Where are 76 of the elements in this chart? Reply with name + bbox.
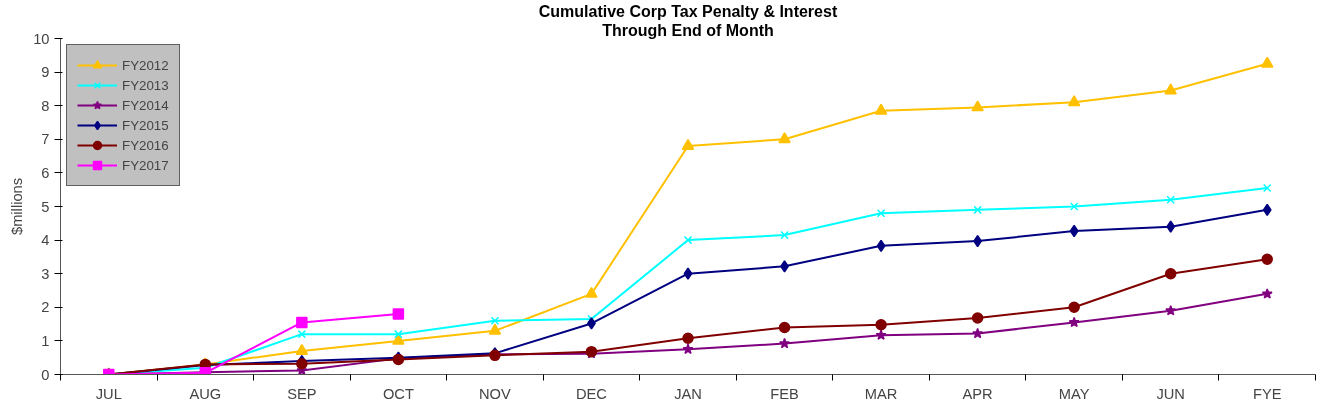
point [778, 321, 791, 334]
point [585, 286, 598, 298]
point [973, 234, 983, 248]
y-tick-label: 10 [33, 30, 50, 47]
y-tick-label: 2 [41, 299, 50, 316]
point [875, 319, 887, 331]
point [875, 329, 887, 340]
point [1164, 83, 1177, 95]
point [876, 239, 886, 253]
y-axis-title: $millions [9, 177, 26, 236]
x-tick-label: SEP [287, 385, 317, 402]
x-tick-label: FYE [1252, 385, 1282, 402]
point [392, 308, 405, 320]
legend-label: FY2017 [122, 157, 169, 173]
point [1069, 202, 1079, 211]
point [296, 358, 308, 370]
point [490, 316, 500, 326]
point [780, 230, 789, 240]
x-tick-label: AUG [189, 385, 222, 402]
point [1068, 316, 1080, 328]
point [1164, 267, 1177, 280]
point [971, 312, 984, 324]
point [683, 267, 693, 280]
point [683, 235, 693, 245]
point [1068, 301, 1080, 314]
y-tick-label: 5 [41, 198, 50, 215]
y-tick-label: 4 [41, 232, 50, 249]
point [1262, 203, 1272, 217]
legend-label: FY2016 [122, 137, 169, 153]
point [297, 329, 307, 339]
x-tick-label: APR [962, 385, 993, 402]
legend-label: FY2015 [122, 117, 169, 133]
point [296, 316, 308, 329]
point [682, 343, 694, 355]
legend-label: FY2013 [122, 77, 169, 93]
point [778, 132, 791, 144]
point [1261, 288, 1273, 299]
point [973, 205, 982, 215]
point [1261, 253, 1273, 265]
point [876, 208, 886, 218]
point [682, 332, 694, 344]
y-tick-label: 0 [41, 366, 50, 383]
point [488, 323, 502, 335]
x-tick-label: DEC [575, 385, 608, 402]
chart-subtitle: Through End of Month [602, 21, 774, 39]
y-tick-label: 3 [41, 265, 50, 282]
point [1262, 183, 1272, 193]
point [1067, 95, 1081, 107]
y-tick-label: 9 [41, 64, 50, 81]
point [1165, 304, 1177, 316]
y-tick-label: 6 [41, 164, 50, 181]
point [1166, 220, 1176, 233]
point [971, 100, 984, 112]
point [779, 337, 791, 349]
x-tick-label: JUL [95, 385, 122, 402]
y-tick-label: 1 [41, 332, 50, 349]
point [972, 327, 984, 339]
x-tick-label: MAR [864, 385, 898, 402]
x-tick-label: MAY [1058, 385, 1090, 402]
x-tick-label: FEB [770, 385, 799, 402]
x-tick-label: NOV [479, 385, 512, 402]
x-tick-label: OCT [382, 385, 414, 402]
point [874, 103, 888, 115]
point [1166, 195, 1175, 205]
legend-label: FY2012 [122, 57, 169, 73]
x-tick-label: JAN [674, 385, 702, 402]
y-tick-label: 8 [41, 97, 50, 114]
point [394, 329, 403, 339]
chart-title: Cumulative Corp Tax Penalty & Interest [538, 2, 838, 20]
x-tick-label: JUN [1156, 385, 1185, 402]
legend-label: FY2014 [122, 97, 169, 113]
point [1260, 56, 1274, 68]
point [681, 138, 695, 150]
y-tick-label: 7 [41, 131, 50, 148]
point [295, 343, 309, 355]
point [1069, 224, 1079, 238]
